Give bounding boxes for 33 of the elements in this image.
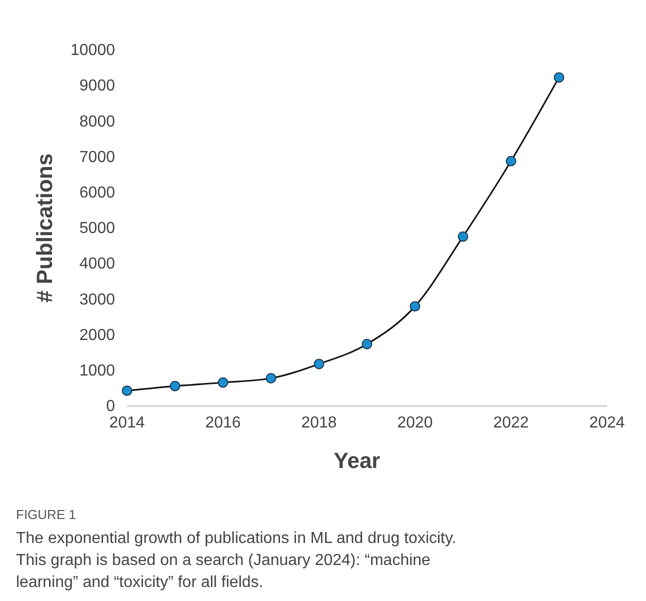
point bbox=[314, 358, 324, 370]
x-axis-title: Year bbox=[334, 448, 381, 473]
point bbox=[266, 373, 276, 384]
y-tick-label: 0 bbox=[106, 398, 116, 416]
y-tick-label: 8000 bbox=[79, 113, 116, 130]
text: learning” and “toxicity” for all fields. bbox=[16, 574, 264, 591]
point bbox=[554, 72, 564, 83]
y-tick-label: 4000 bbox=[79, 256, 116, 273]
y-tick-label: 3000 bbox=[79, 291, 116, 308]
x-tick-label: 2020 bbox=[397, 414, 433, 432]
x-tick-label: 2018 bbox=[301, 414, 337, 432]
y-tick-label: 10000 bbox=[70, 42, 116, 60]
text: This graph is based on a search (January 2024): “machine bbox=[16, 552, 431, 569]
caption: FIGURE 1 bbox=[16, 507, 76, 522]
y-tick-label: 7000 bbox=[79, 148, 116, 166]
y-tick-label: 2000 bbox=[79, 326, 116, 344]
y-tick-label: 1000 bbox=[79, 362, 116, 380]
point bbox=[170, 380, 180, 392]
x-tick-label: 2014 bbox=[109, 414, 145, 432]
y-axis-title: # Publications bbox=[32, 153, 57, 303]
point bbox=[218, 377, 228, 388]
y-tick-label: 9000 bbox=[79, 78, 116, 95]
y-tick-label: 6000 bbox=[79, 184, 116, 202]
x-tick-label: 2024 bbox=[589, 414, 625, 432]
text: The exponential growth of publications in ML and drug toxicity. bbox=[16, 530, 456, 547]
point bbox=[506, 156, 516, 166]
x-tick-label: 2022 bbox=[493, 414, 529, 432]
y-tick-label: 5000 bbox=[79, 220, 116, 238]
x-tick-label: 2016 bbox=[205, 414, 241, 432]
point bbox=[362, 338, 372, 350]
point bbox=[122, 385, 132, 396]
point bbox=[410, 301, 420, 312]
point bbox=[458, 231, 468, 242]
